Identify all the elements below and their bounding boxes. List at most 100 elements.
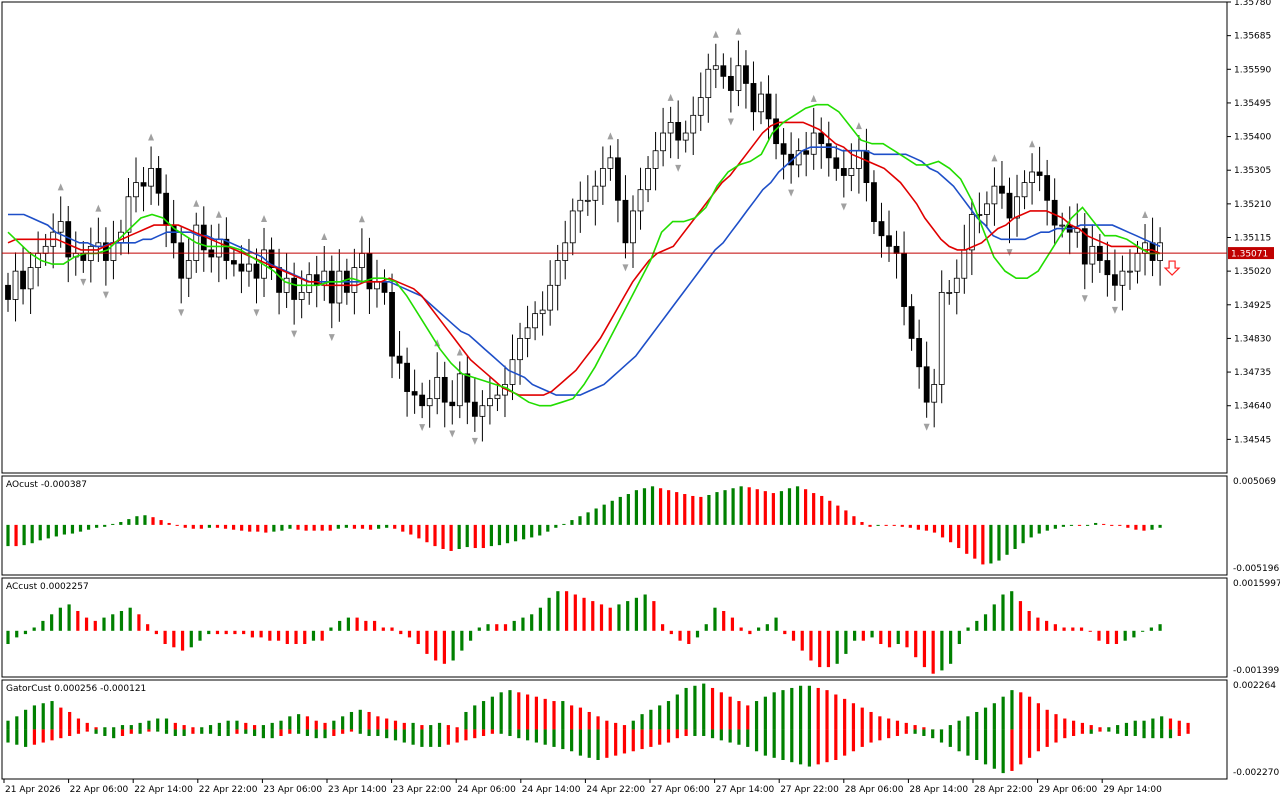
ac-bar	[1123, 630, 1127, 641]
ao-bar	[272, 524, 276, 532]
gator-upper-bar	[975, 711, 979, 730]
gator-upper-bar	[851, 703, 856, 730]
gator-upper-bar	[481, 701, 486, 730]
y-tick-label: 1.35305	[1234, 166, 1271, 176]
ac-bar	[1045, 620, 1049, 631]
gator-lower-bar	[719, 729, 723, 741]
gator-pane[interactable]	[6, 683, 1190, 774]
candle-bull	[667, 122, 674, 134]
ao-bar	[691, 495, 695, 525]
candle-bear	[253, 263, 260, 279]
ao-bar	[916, 524, 920, 530]
gator-lower-bar	[41, 729, 45, 743]
ac-bar	[119, 610, 124, 631]
ac-pane[interactable]	[6, 591, 1162, 674]
ao-bar	[14, 524, 18, 547]
fractal-up-marker	[1029, 140, 1036, 148]
gator-lower-bar	[605, 729, 609, 758]
ao-bar	[924, 524, 929, 531]
gator-lower-bar	[1027, 729, 1032, 758]
ao-bar	[1118, 524, 1122, 526]
gator-upper-bar	[552, 701, 556, 730]
ao-bar	[731, 488, 735, 525]
fractal-down-marker	[291, 330, 298, 338]
fractal-down-marker	[80, 278, 87, 286]
gator-upper-bar	[746, 705, 750, 730]
gator-upper-bar	[76, 718, 81, 730]
ao-bar	[54, 524, 58, 537]
gator-upper-bar	[217, 722, 221, 730]
ao-bar	[127, 519, 131, 525]
fractal-up-marker	[607, 132, 614, 140]
gator-lower-bar	[147, 729, 151, 732]
ao-bar	[505, 524, 510, 544]
ac-bar	[434, 630, 438, 661]
ac-bar	[573, 594, 577, 631]
gator-upper-bar	[640, 714, 644, 730]
gator-pane-label: GatorCust 0.000256 -0.000121	[6, 684, 146, 694]
candle-bull	[946, 291, 953, 294]
fractal-up-marker	[193, 199, 200, 207]
ao-bar	[1005, 524, 1009, 555]
gator-lower-bar	[825, 729, 829, 763]
candle-bull	[42, 245, 49, 254]
ao-bar	[417, 524, 421, 539]
ao-bar	[578, 516, 582, 525]
ao-bar	[868, 524, 872, 527]
ac-bar	[58, 607, 62, 631]
candle-bull	[630, 210, 636, 244]
gator-upper-bar	[534, 696, 538, 730]
gator-upper-bar	[737, 701, 741, 730]
gator-lower-bar	[1010, 729, 1014, 771]
candle-bear	[396, 355, 403, 364]
gator-upper-bar	[1098, 727, 1102, 730]
ac-bar	[582, 597, 586, 631]
gator-upper-bar	[983, 707, 988, 730]
candle-bull	[1059, 224, 1066, 227]
gator-lower-bar	[640, 729, 644, 750]
gator-upper-bar	[376, 716, 380, 730]
candle-bear	[803, 150, 810, 155]
x-tick-label: 23 Apr 22:00	[393, 785, 452, 795]
gator-lower-bar	[675, 729, 679, 739]
ao-bar	[642, 488, 647, 525]
ao-bar	[409, 524, 413, 535]
candle-bear	[780, 143, 787, 155]
y-tick-label: -0.005196	[1233, 564, 1279, 574]
ac-bar	[23, 630, 28, 635]
gator-upper-bar	[860, 707, 864, 730]
gator-upper-bar	[614, 722, 618, 730]
gator-upper-bar	[120, 725, 125, 730]
ao-bar	[538, 524, 542, 536]
gator-lower-bar	[261, 729, 265, 739]
fractal-up-marker	[810, 94, 817, 102]
candle-bear	[441, 376, 448, 403]
gator-lower-bar	[781, 729, 785, 761]
candle-bull	[855, 150, 862, 169]
ac-bar	[591, 601, 595, 631]
ao-pane[interactable]	[6, 486, 1162, 565]
gator-upper-bar	[68, 711, 72, 730]
gator-upper-bar	[85, 722, 89, 730]
ac-bar	[826, 630, 831, 668]
candle-bull	[148, 168, 154, 187]
candle-bull	[848, 168, 855, 176]
ao-bar	[787, 488, 792, 525]
gator-upper-bar	[473, 705, 477, 730]
candle-bear	[615, 157, 621, 201]
fractal-down-marker	[1081, 295, 1088, 303]
ac-bar	[477, 627, 481, 631]
ao-bar	[497, 524, 502, 546]
price-pane[interactable]: 1.35071	[2, 27, 1274, 445]
ao-bar	[231, 524, 236, 530]
candle-bull	[456, 373, 463, 407]
gator-upper-bar	[1116, 725, 1120, 730]
ac-bar	[407, 630, 412, 638]
ao-bar	[650, 486, 655, 525]
ao-bar	[1061, 524, 1066, 527]
ma-line-blue	[8, 146, 1161, 396]
ao-pane-label: AOcust -0.000387	[6, 480, 87, 490]
gator-upper-bar	[270, 722, 274, 730]
gator-lower-bar	[217, 729, 221, 736]
